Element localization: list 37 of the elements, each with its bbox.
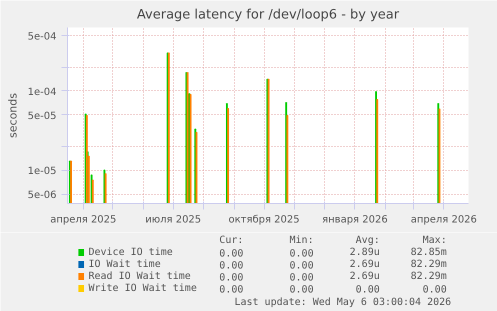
text: 0.00 [290, 248, 314, 260]
y-tick-label: 5e-04 [28, 31, 57, 42]
text: 82.29m [410, 271, 447, 282]
y-tick-label: 1e-04 [28, 86, 57, 98]
text: 0.00 [219, 284, 244, 296]
legend-label: Read IO Wait time [88, 271, 191, 282]
text: Min: [290, 235, 314, 246]
y-tick-label: 5e-06 [28, 190, 57, 202]
text: 0.00 [290, 260, 314, 272]
x-tick-label: апреля 2025 [50, 214, 116, 226]
y-tick-label: 1e-05 [28, 166, 57, 178]
legend-label: Write IO Wait time [88, 283, 197, 294]
text: 2.89u [350, 247, 380, 258]
x-tick-label: апреля 2026 [410, 214, 477, 226]
text: 0.00 [290, 284, 314, 296]
y-axis-title: seconds [6, 92, 20, 138]
x-tick-label: июля 2025 [145, 214, 202, 226]
y-tick-label: 5e-05 [28, 110, 57, 122]
text: 0.00 [219, 260, 244, 272]
text: Avg: [356, 235, 380, 246]
text: 0.00 [422, 284, 447, 296]
legend-label: Device IO time [88, 247, 173, 258]
chart-title: Average latency for /dev/loop6 - by year [136, 8, 400, 22]
text: 82.29m [410, 259, 447, 270]
text: Cur: [219, 235, 244, 246]
text: 2.69u [350, 271, 380, 282]
text: Last update: Wed May 6 03:00:04 2026 [234, 297, 452, 308]
x-tick-label: января 2026 [322, 214, 388, 226]
text: 0.00 [219, 248, 244, 260]
text: 0.00 [219, 272, 244, 284]
text: 82.85m [410, 247, 447, 258]
x-tick-label: октября 2025 [228, 214, 300, 226]
text: 0.00 [356, 284, 380, 296]
text: Max: [422, 235, 447, 246]
legend-label: IO Wait time [88, 259, 161, 270]
text: 0.00 [290, 272, 314, 284]
text: 2.69u [350, 259, 380, 270]
